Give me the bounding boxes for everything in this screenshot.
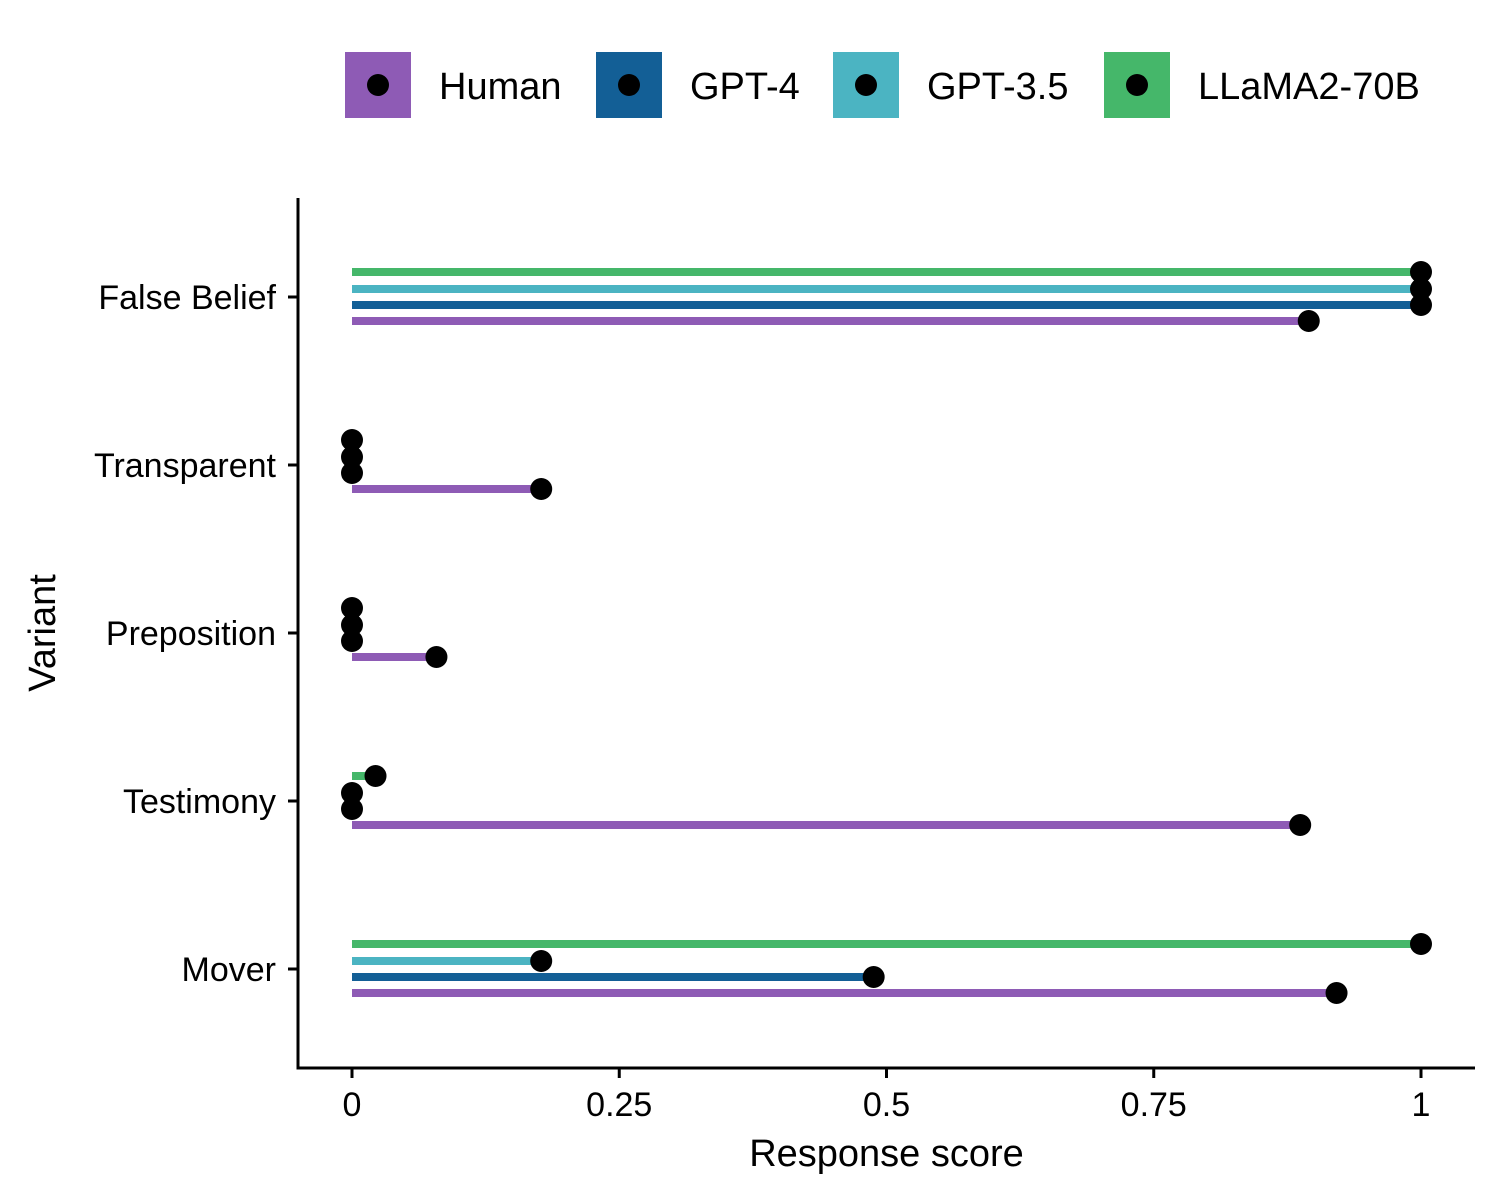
point-gpt-4-preposition: [341, 630, 363, 652]
x-tick-label: 0.25: [586, 1086, 652, 1124]
legend-point-gpt-3-5: [855, 74, 877, 96]
point-gpt-4-testimony: [341, 798, 363, 820]
point-gpt-3-5-false-belief: [1410, 278, 1432, 300]
x-tick-label: 1: [1412, 1086, 1431, 1124]
x-tick-label: 0: [343, 1086, 362, 1124]
point-human-false-belief: [1297, 310, 1320, 332]
point-gpt-3-5-mover: [530, 950, 553, 972]
legend-label-human: Human: [439, 66, 562, 108]
legend-label-gpt-4: GPT-4: [690, 66, 800, 108]
y-tick-label-mover: Mover: [182, 951, 276, 989]
point-llama2-70b-transparent: [341, 429, 363, 451]
legend-point-human: [367, 74, 389, 96]
point-human-preposition: [425, 646, 448, 668]
point-human-transparent: [530, 478, 553, 500]
point-llama2-70b-mover: [1410, 933, 1432, 955]
point-gpt-3-5-transparent: [341, 446, 363, 468]
y-tick-label-testimony: Testimony: [123, 783, 276, 821]
y-tick-label-transparent: Transparent: [94, 447, 277, 485]
x-tick-label: 0.75: [1121, 1086, 1187, 1124]
point-gpt-3-5-testimony: [341, 782, 363, 804]
legend-point-gpt-4: [618, 74, 640, 96]
legend-point-llama2-70b: [1126, 74, 1148, 96]
y-tick-label-preposition: Preposition: [106, 615, 276, 653]
legend-label-llama2-70b: LLaMA2-70B: [1198, 66, 1420, 108]
legend-label-gpt-3-5: GPT-3.5: [927, 66, 1069, 108]
point-llama2-70b-preposition: [341, 597, 363, 619]
legend: Human GPT-4 GPT-3.5 LLaMA2-70B: [345, 52, 1420, 118]
point-human-testimony: [1289, 814, 1312, 836]
y-axis-title: Variant: [22, 574, 64, 692]
axes: 0 0.25 0.5 0.75 1 False Belief Transparent Prep…: [94, 198, 1475, 1124]
point-llama2-70b-false-belief: [1410, 261, 1432, 283]
point-human-mover: [1325, 982, 1348, 1004]
point-gpt-4-transparent: [341, 462, 363, 484]
y-tick-label-false-belief: False Belief: [98, 279, 276, 317]
point-gpt-4-false-belief: [1410, 294, 1432, 316]
point-gpt-3-5-preposition: [341, 614, 363, 636]
point-gpt-4-mover: [862, 966, 885, 988]
point-llama2-70b-testimony: [364, 765, 387, 787]
x-tick-label: 0.5: [863, 1086, 910, 1124]
plot-area: [341, 261, 1432, 1004]
x-axis-title: Response score: [749, 1133, 1024, 1175]
